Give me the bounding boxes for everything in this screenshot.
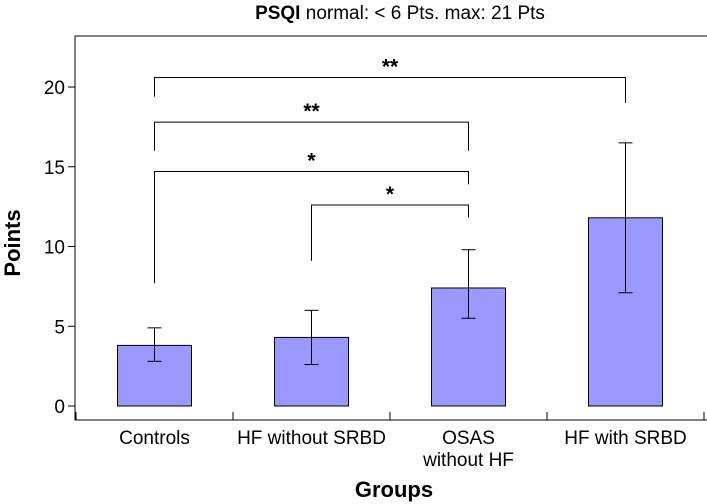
- x-axis-title: Groups: [355, 477, 433, 502]
- y-tick-label: 20: [44, 78, 65, 99]
- plot-area: 0 5 10 15 20 Controls HF without SRBD OSASwitho…: [44, 35, 707, 471]
- x-category-label: Controls: [119, 428, 190, 449]
- chart-title-rest: normal: < 6 Pts. max: 21 Pts: [300, 3, 544, 24]
- significance-bracket: [154, 121, 469, 151]
- significance-bracket: [154, 171, 469, 284]
- x-category-label: OSAS: [442, 428, 495, 449]
- significance-label: *: [307, 150, 316, 173]
- significance-bracket: [311, 204, 469, 261]
- significance-bracket: [154, 76, 626, 103]
- significance-label: *: [386, 183, 395, 206]
- y-tick-label: 10: [44, 238, 65, 259]
- x-category-label: without HF: [422, 450, 514, 471]
- chart-title-bold: PSQI: [255, 3, 300, 24]
- y-tick-label: 0: [54, 397, 65, 418]
- chart-title: PSQI normal: < 6 Pts. max: 21 Pts: [255, 3, 545, 24]
- y-tick-label: 15: [44, 158, 65, 179]
- significance-label: **: [303, 100, 320, 123]
- x-category-label: HF without SRBD: [237, 428, 386, 449]
- significance-label: **: [382, 55, 399, 78]
- y-axis-title: Points: [0, 209, 25, 276]
- x-category-label: HF with SRBD: [564, 428, 686, 449]
- y-tick-label: 5: [54, 317, 65, 338]
